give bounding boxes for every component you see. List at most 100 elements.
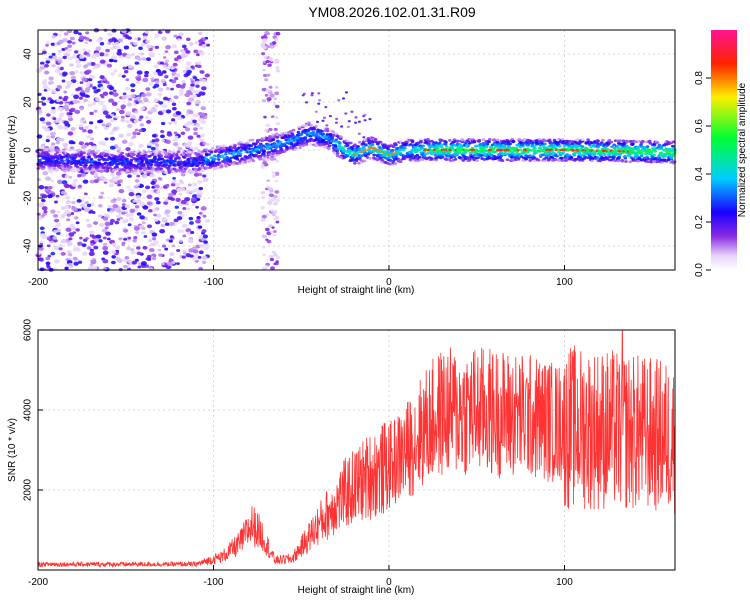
spectrogram-cell <box>164 163 169 167</box>
spectrogram-y-tick-label: 40 <box>23 48 34 60</box>
spectrogram-cell <box>64 183 70 189</box>
spectrogram-cell <box>600 141 604 144</box>
spectrogram-cell <box>141 221 146 225</box>
spectrogram-cell <box>50 42 55 46</box>
spectrogram-cell <box>84 37 90 41</box>
spectrogram-cell <box>356 150 361 154</box>
spectrogram-y-tick-label: -20 <box>23 190 34 205</box>
spectrogram-cell <box>186 101 192 106</box>
spectrogram-cell <box>198 172 203 177</box>
spectrogram-cell <box>170 87 174 91</box>
spectrogram-cell <box>51 64 56 68</box>
spectrogram-cell <box>136 80 140 84</box>
spectrogram-cell <box>40 96 47 101</box>
spectrogram-cell <box>104 221 111 226</box>
spectrogram-cell <box>168 221 175 226</box>
spectrogram-cell <box>126 246 131 250</box>
spectrogram-cell <box>73 94 80 100</box>
spectrogram-cell <box>163 185 168 189</box>
spectrogram-cell <box>156 190 161 194</box>
spectrogram-cell <box>347 120 351 123</box>
spectrogram-cell <box>368 117 372 121</box>
spectrogram-cell <box>134 128 139 132</box>
spectrogram-cell <box>48 76 54 81</box>
spectrogram-cell <box>202 174 207 178</box>
spectrogram-cell <box>233 144 237 147</box>
spectrogram-cell <box>36 68 42 73</box>
spectrogram-cell <box>75 63 82 68</box>
spectrogram-cell <box>180 115 185 118</box>
spectrogram-cell <box>270 155 275 159</box>
spectrogram-cell <box>39 242 44 246</box>
spectrogram-cell <box>112 126 118 131</box>
spectrogram-cell <box>660 152 664 156</box>
spectrogram-cell <box>199 51 205 56</box>
spectrogram-cell <box>40 61 45 66</box>
spectrogram-cell <box>147 45 152 49</box>
spectrogram-cell <box>73 261 79 266</box>
spectrogram-cell <box>81 117 85 121</box>
spectrogram-cell <box>274 91 280 96</box>
spectrogram-cell <box>138 143 144 149</box>
spectrogram-cell <box>184 92 191 98</box>
spectrogram-cell <box>173 142 179 147</box>
spectrogram-cell <box>481 138 486 141</box>
spectrogram-cell <box>386 147 390 151</box>
spectrogram-cell <box>60 190 67 195</box>
spectrogram-cell <box>123 45 130 50</box>
spectrogram-cell <box>70 36 75 41</box>
spectrogram-cell <box>105 81 110 85</box>
spectrogram-cell <box>194 41 199 45</box>
spectrogram-cell <box>120 104 127 109</box>
spectrogram-cell <box>44 70 50 75</box>
spectrogram-cell <box>44 188 50 193</box>
spectrogram-cell <box>133 236 138 240</box>
spectrogram-cell <box>195 219 201 224</box>
spectrogram-cell <box>102 242 108 246</box>
spectrogram-cell <box>157 72 164 77</box>
spectrogram-cell <box>121 198 127 203</box>
spectrogram-cell <box>353 143 357 147</box>
spectrogram-cell <box>203 245 210 250</box>
spectrogram-cell <box>146 150 151 153</box>
spectrogram-cell <box>363 119 367 122</box>
spectrogram-cell <box>426 151 431 155</box>
spectrogram-cell <box>51 106 56 110</box>
spectrogram-cell <box>188 110 194 115</box>
spectrogram-cell <box>87 129 93 134</box>
snr-y-tick-label: 2000 <box>23 478 34 501</box>
spectrogram-cell <box>197 255 202 259</box>
spectrogram-cell <box>338 141 342 145</box>
spectrogram-cell <box>335 117 339 121</box>
spectrogram-cell <box>227 163 232 167</box>
spectrogram-cell <box>140 106 146 111</box>
spectrogram-cell <box>46 99 50 103</box>
spectrogram-cell <box>63 120 69 125</box>
spectrogram-cell <box>363 148 367 152</box>
spectrogram-cell <box>146 119 152 124</box>
spectrogram-cell <box>121 36 126 40</box>
spectrogram-cell <box>186 207 191 211</box>
spectrogram-cell <box>181 51 186 55</box>
spectrogram-cell <box>571 149 576 152</box>
spectrogram-cell <box>260 165 265 169</box>
spectrogram-cell <box>41 234 48 239</box>
spectrogram-cell <box>500 159 505 163</box>
spectrogram-cell <box>198 211 203 215</box>
spectrogram-cell <box>378 140 383 144</box>
spectrogram-cell <box>82 179 89 184</box>
spectrogram-cell <box>191 246 197 251</box>
spectrogram-cell <box>196 134 201 138</box>
spectrogram-cell <box>63 90 68 94</box>
spectrogram-cell <box>50 209 56 214</box>
spectrogram-cell <box>101 123 106 127</box>
spectrogram-cell <box>625 140 629 143</box>
spectrogram-cell <box>164 74 169 78</box>
spectrogram-cell <box>213 157 217 161</box>
spectrogram-cell <box>178 32 184 37</box>
spectrogram-cell <box>165 139 171 145</box>
spectrogram-cell <box>362 159 367 163</box>
spectrogram-cell <box>130 83 136 88</box>
spectrogram-cell <box>453 157 458 161</box>
spectrogram-cell <box>189 221 194 225</box>
